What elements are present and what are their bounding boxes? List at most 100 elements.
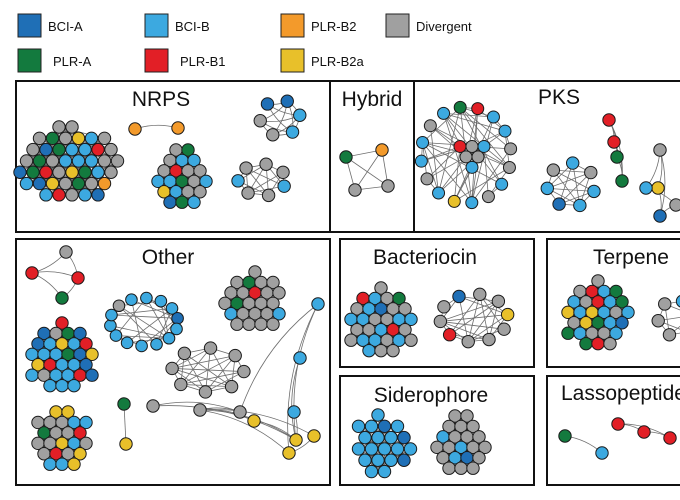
network-node-plr-b2a: [71, 131, 86, 146]
network-edge: [547, 187, 594, 192]
network-node-plr-a: [32, 154, 47, 168]
network-node-plr-a: [558, 429, 572, 443]
network-node-plr-b2a: [289, 433, 303, 447]
network-edge: [354, 149, 383, 191]
network-node-divergent: [466, 419, 480, 434]
network-node-bci-b: [432, 186, 446, 200]
lassopeptide-chain-left: [558, 429, 609, 460]
legend-swatch-plr-b1: [144, 48, 169, 73]
network-node-bci-b: [495, 177, 509, 191]
nrps-cluster-large: [13, 120, 125, 202]
pks-chain: [602, 113, 629, 188]
other-ring-mid: [165, 341, 251, 399]
network-node-divergent: [193, 185, 207, 199]
network-edge: [443, 113, 473, 203]
network-node-divergent: [193, 403, 207, 417]
siderophore-ring-left: [351, 408, 418, 479]
network-node-divergent: [482, 332, 496, 347]
network-edge: [421, 146, 461, 162]
network-edge: [467, 301, 499, 342]
network-node-divergent: [230, 317, 244, 331]
network-node-bci-a: [452, 289, 466, 304]
network-node-bci-b: [84, 131, 99, 146]
network-node-divergent: [228, 348, 242, 363]
network-node-divergent: [32, 131, 47, 146]
legend-item-bci-a: BCI-A: [17, 13, 83, 38]
network-node-bci-a: [615, 316, 629, 330]
legend-item-plr-b1: PLR-B1: [144, 48, 226, 73]
network-edge: [443, 113, 506, 132]
other-pair: [117, 397, 133, 451]
network-node-divergent: [491, 294, 506, 308]
bacteriocin-blob: [344, 281, 418, 358]
other-triangle: [25, 245, 85, 305]
legend-swatch-bci-a: [17, 13, 42, 38]
legend-swatch-divergent: [385, 13, 410, 38]
network-edge: [31, 271, 79, 279]
network-node-plr-a: [610, 150, 624, 164]
network-node-plr-b2a: [651, 181, 665, 195]
network-node-bci-b: [104, 319, 117, 332]
network-node-divergent: [603, 336, 617, 351]
network-node-divergent: [259, 157, 273, 171]
network-node-bci-b: [19, 176, 34, 191]
panel-titles: NRPS Hybrid PKS Other Bacteriocin Terpen…: [132, 86, 680, 407]
network-node-bci-b: [285, 125, 300, 139]
network-node-bci-a: [397, 430, 411, 445]
network-edge: [459, 107, 511, 150]
network-node-divergent: [466, 461, 480, 475]
legend-swatch-plr-b2a: [280, 48, 305, 73]
network-node-plr-b2: [171, 121, 185, 135]
network-edge: [547, 172, 591, 189]
network-node-divergent: [454, 461, 468, 475]
panel-siderophore: [339, 375, 535, 486]
network-node-bci-b: [187, 195, 201, 209]
network-node-divergent: [65, 188, 79, 202]
network-node-bci-b: [351, 419, 366, 434]
network-node-plr-a: [561, 326, 575, 340]
network-node-plr-a: [55, 291, 69, 305]
network-node-bci-b: [120, 336, 134, 350]
panel-lassopeptide: [546, 375, 680, 486]
network-edge: [471, 148, 511, 203]
network-node-bci-b: [105, 308, 118, 322]
network-node-divergent: [381, 179, 395, 193]
network-edge: [479, 294, 505, 330]
network-node-bci-b: [109, 329, 123, 342]
network-node-divergent: [591, 274, 605, 288]
network-node-bci-b: [377, 442, 392, 456]
network-node-divergent: [65, 120, 79, 134]
panel-frames: [15, 80, 680, 486]
panel-title-terpene: Terpene: [593, 246, 669, 269]
network-node-bci-b: [25, 368, 39, 382]
network-edge: [443, 112, 494, 118]
network-node-bci-b: [125, 293, 138, 306]
network-node-divergent: [58, 176, 73, 191]
network-node-bci-b: [358, 430, 372, 445]
network-node-divergent: [177, 346, 192, 361]
other-ring-left: [104, 291, 184, 353]
legend-item-plr-b2: PLR-B2: [280, 13, 357, 38]
network-node-divergent: [59, 245, 73, 259]
network-node-bci-a: [91, 188, 105, 202]
network-node-plr-a: [45, 131, 60, 146]
network-node-plr-b1: [442, 328, 457, 342]
nrps-pair: [128, 121, 185, 136]
panel-title-pks: PKS: [538, 86, 580, 109]
network-node-divergent: [248, 265, 262, 279]
network-node-bci-a: [260, 97, 275, 111]
other-blob-upper: [218, 265, 286, 331]
network-node-bci-b: [540, 181, 554, 196]
network-node-bci-b: [639, 181, 653, 195]
legend-item-divergent: Divergent: [385, 13, 472, 38]
network-edge: [429, 125, 439, 194]
network-edge: [440, 300, 499, 322]
network-edge: [146, 297, 170, 339]
network-node-divergent: [460, 409, 474, 423]
network-node-bci-b: [377, 464, 392, 479]
network-node-bci-a: [397, 453, 411, 467]
network-node-divergent: [473, 287, 487, 302]
network-node-bci-b: [311, 297, 325, 311]
network-edge: [438, 156, 467, 194]
network-node-divergent: [241, 186, 255, 200]
